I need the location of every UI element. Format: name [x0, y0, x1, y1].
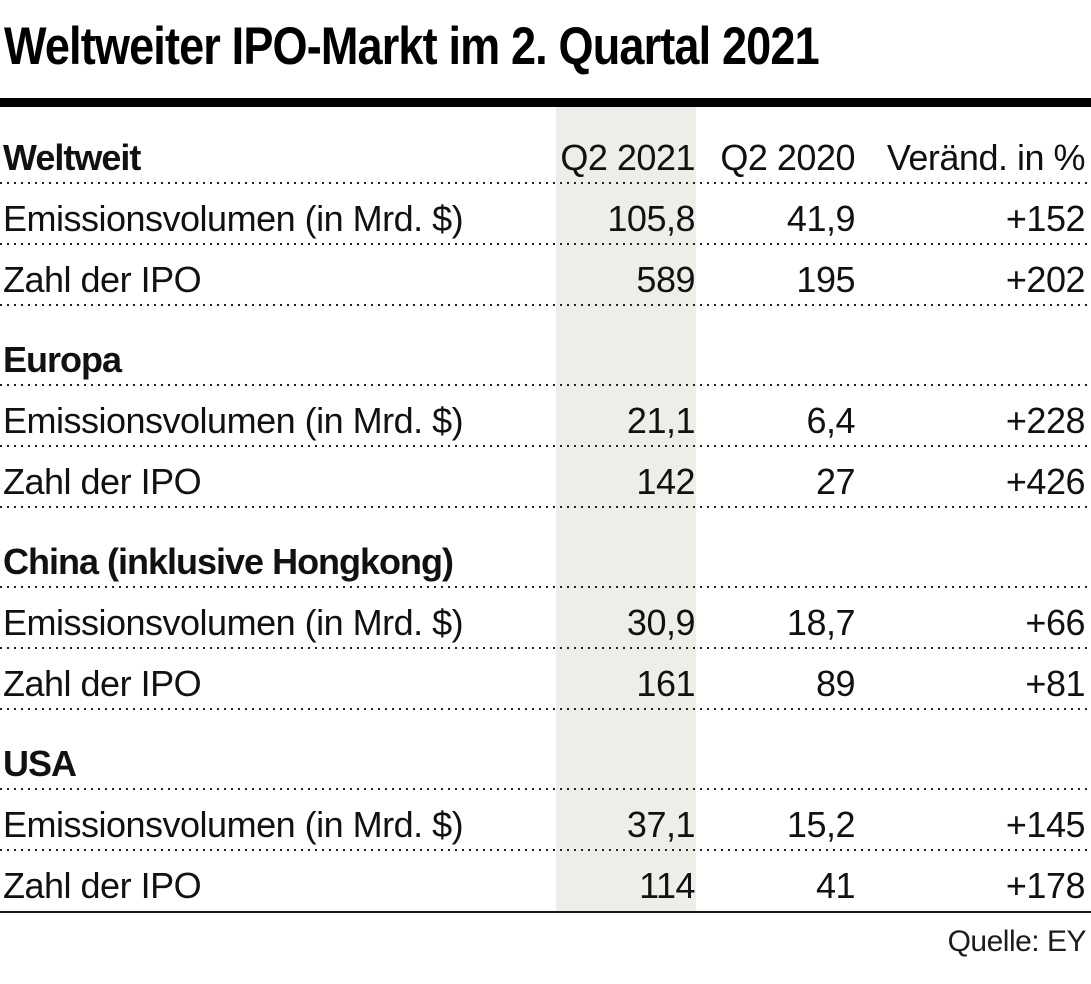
page-title: Weltweiter IPO-Markt im 2. Quartal 2021	[4, 17, 820, 76]
value-change: +426	[1005, 461, 1086, 502]
value-change: +145	[1005, 804, 1086, 845]
value-q2-2021: 114	[639, 865, 695, 906]
value-change: +228	[1005, 400, 1086, 441]
source-credit: Quelle: EY	[947, 925, 1087, 958]
value-q2-2021: 589	[636, 259, 695, 300]
value-q2-2020: 6,4	[806, 400, 855, 441]
row-label: Emissionsvolumen (in Mrd. $)	[3, 198, 464, 239]
table-row: Emissionsvolumen (in Mrd. $) 21,1 6,4 +2…	[0, 385, 1091, 447]
table-row: Zahl der IPO 161 89 +81	[0, 648, 1091, 710]
row-label: Emissionsvolumen (in Mrd. $)	[3, 602, 464, 643]
row-label: Zahl der IPO	[3, 663, 202, 704]
value-q2-2020: 89	[815, 663, 856, 704]
table-header-row: Weltweit Q2 2021 Q2 2020 Veränd. in %	[0, 107, 1091, 184]
value-q2-2020: 195	[796, 259, 855, 300]
value-change: +178	[1005, 865, 1086, 906]
column-header-q2-2021: Q2 2021	[560, 137, 695, 178]
value-q2-2020: 41,9	[786, 198, 856, 239]
value-q2-2020: 27	[815, 461, 856, 502]
table-row: Emissionsvolumen (in Mrd. $) 37,1 15,2 +…	[0, 789, 1091, 851]
value-q2-2021: 142	[636, 461, 695, 502]
highlight-column-q2-2021	[556, 107, 696, 911]
value-change: +81	[1025, 663, 1085, 704]
table-row: Zahl der IPO 589 195 +202	[0, 244, 1091, 306]
row-label: Zahl der IPO	[3, 259, 202, 300]
section-header-row: China (inklusive Hongkong)	[0, 507, 1091, 588]
value-q2-2021: 161	[636, 663, 695, 704]
section-title-weltweit: Weltweit	[3, 137, 141, 178]
value-q2-2021: 21,1	[626, 400, 696, 441]
row-label: Emissionsvolumen (in Mrd. $)	[3, 804, 464, 845]
section-title-usa: USA	[3, 743, 77, 784]
value-q2-2020: 18,7	[786, 602, 856, 643]
section-title-europa: Europa	[3, 339, 122, 380]
section-title-china: China (inklusive Hongkong)	[3, 541, 454, 582]
table-row: Emissionsvolumen (in Mrd. $) 105,8 41,9 …	[0, 183, 1091, 245]
value-q2-2021: 105,8	[607, 198, 695, 239]
row-label: Emissionsvolumen (in Mrd. $)	[3, 400, 464, 441]
value-change: +66	[1025, 602, 1085, 643]
table-row: Zahl der IPO 114 41 +178	[0, 850, 1091, 913]
section-header-row: USA	[0, 709, 1091, 790]
table-row: Zahl der IPO 142 27 +426	[0, 446, 1091, 508]
ipo-data-table: Weltweit Q2 2021 Q2 2020 Veränd. in % Em…	[0, 107, 1091, 913]
row-label: Zahl der IPO	[3, 865, 202, 906]
row-label: Zahl der IPO	[3, 461, 202, 502]
section-header-row: Europa	[0, 305, 1091, 386]
value-change: +202	[1005, 259, 1086, 300]
value-q2-2020: 15,2	[786, 804, 856, 845]
value-q2-2021: 30,9	[626, 602, 696, 643]
title-divider-rule	[0, 98, 1091, 107]
column-header-change-percent: Veränd. in %	[886, 137, 1086, 178]
column-header-q2-2020: Q2 2020	[720, 137, 855, 178]
value-q2-2021: 37,1	[626, 804, 696, 845]
value-change: +152	[1005, 198, 1086, 239]
table-row: Emissionsvolumen (in Mrd. $) 30,9 18,7 +…	[0, 587, 1091, 649]
value-q2-2020: 41	[815, 865, 856, 906]
